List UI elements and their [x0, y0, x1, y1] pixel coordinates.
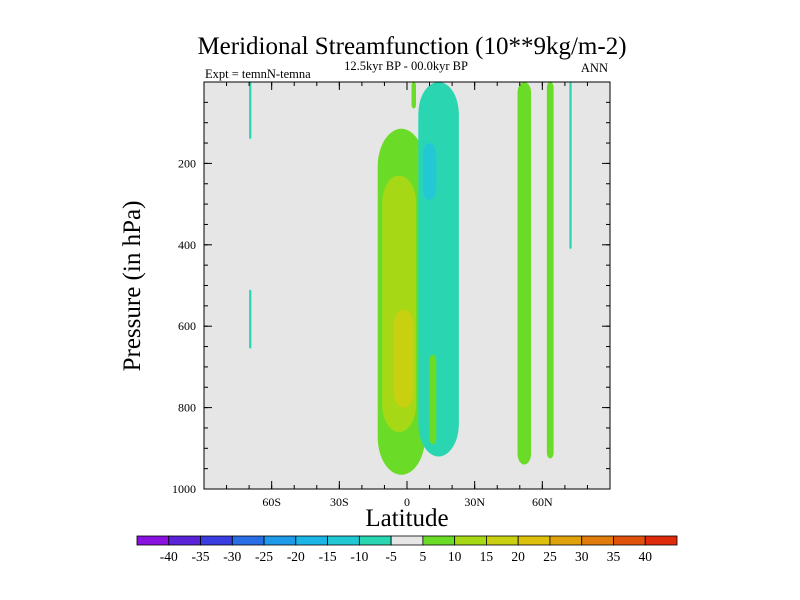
x-tick-label: 30N	[464, 495, 485, 509]
colorbar-label: 10	[448, 549, 462, 564]
colorbar-box	[613, 535, 646, 546]
x-axis-label: Latitude	[365, 505, 448, 532]
y-tick-label: 200	[178, 156, 196, 170]
colorbar-label: 5	[420, 549, 427, 564]
colorbar-label: -15	[319, 549, 337, 564]
region-negative-strip-73N	[569, 82, 572, 249]
colorbar	[136, 535, 678, 546]
colorbar-label: -25	[255, 549, 273, 564]
y-tick-label: 600	[178, 319, 196, 333]
region-positive-wisp-3N	[411, 82, 417, 109]
colorbar-label: 20	[511, 549, 525, 564]
x-tick-label: 30S	[330, 495, 349, 509]
colorbar-label: -30	[223, 549, 241, 564]
colorbar-box	[581, 535, 614, 546]
colorbar-box	[200, 535, 233, 546]
colorbar-box	[644, 535, 678, 546]
region-negative-strip-71S-upper	[249, 82, 252, 139]
x-tick-labels: 60S 30S 0 30N 60N	[262, 495, 553, 509]
colorbar-label: -20	[287, 549, 305, 564]
colorbar-box	[486, 535, 519, 546]
contour-fills	[249, 82, 572, 475]
colorbar-label: 35	[607, 549, 621, 564]
x-tick-label: 0	[404, 495, 410, 509]
y-tick-label: 400	[178, 238, 196, 252]
region-negative-strip-71S-lower	[249, 289, 252, 349]
region-positive-strip-63N	[546, 82, 554, 459]
colorbar-label: 30	[575, 549, 589, 564]
chart-left-label: Expt = temnN-temna	[205, 67, 311, 81]
colorbar-labels: -40 -35 -30 -25 -20 -15 -10 -5 5 10 15 20 25 30 35 40	[160, 549, 652, 564]
region-positive-cell-max	[393, 309, 414, 408]
colorbar-box	[136, 535, 170, 546]
colorbar-box	[517, 535, 551, 546]
colorbar-box	[231, 535, 265, 546]
y-tick-labels: 200 400 600 800 1000	[172, 156, 196, 496]
x-tick-label: 60S	[262, 495, 281, 509]
y-tick-label: 1000	[172, 482, 196, 496]
colorbar-box	[168, 535, 201, 546]
colorbar-label: -40	[160, 549, 178, 564]
colorbar-box	[422, 535, 456, 546]
y-tick-label: 800	[178, 401, 196, 415]
chart-subtitle: 12.5kyr BP - 00.0kyr BP	[344, 59, 468, 73]
colorbar-label: -5	[385, 549, 396, 564]
colorbar-box	[263, 535, 297, 546]
chart-right-label: ANN	[581, 61, 608, 75]
region-negative-nh-tropics-core	[422, 143, 437, 201]
colorbar-box	[295, 535, 328, 546]
colorbar-box	[390, 535, 424, 546]
colorbar-box	[358, 535, 392, 546]
colorbar-box	[549, 535, 583, 546]
colorbar-label: 25	[543, 549, 557, 564]
colorbar-label: 15	[480, 549, 494, 564]
y-axis-label: Pressure (in hPa)	[119, 201, 146, 372]
region-positive-strip-12N	[429, 354, 437, 445]
colorbar-box	[454, 535, 487, 546]
region-positive-strip-50N	[517, 82, 532, 465]
colorbar-box	[327, 535, 360, 546]
region-negative-nh-tropics	[418, 82, 459, 457]
chart-title: Meridional Streamfunction (10**9kg/m-2)	[197, 33, 626, 60]
x-tick-label: 60N	[532, 495, 553, 509]
colorbar-label: -10	[350, 549, 368, 564]
colorbar-label: -35	[192, 549, 210, 564]
colorbar-label: 40	[638, 549, 652, 564]
axis-ticks	[203, 81, 611, 490]
